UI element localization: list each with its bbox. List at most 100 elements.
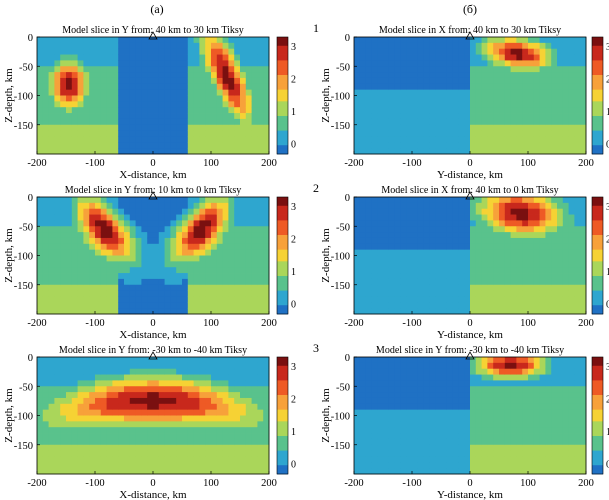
heatmap-cell [60, 249, 67, 256]
heatmap-cell [510, 273, 517, 280]
heatmap-cell [493, 290, 500, 297]
heatmap-cell [153, 278, 160, 286]
heatmap-cell [406, 255, 413, 262]
heatmap-cell [112, 380, 119, 387]
heatmap-cell [383, 357, 390, 364]
heatmap-cell [539, 142, 546, 149]
heatmap-cell [487, 284, 494, 291]
heatmap-cell [211, 118, 218, 126]
heatmap-cell [263, 249, 270, 256]
heatmap-cell [251, 409, 258, 416]
heatmap-cell [234, 308, 241, 315]
heatmap-cell [106, 243, 113, 251]
heatmap-cell [71, 368, 78, 375]
heatmap-cell [551, 267, 558, 274]
heatmap-cell [522, 462, 529, 469]
heatmap-cell [406, 392, 413, 399]
heatmap-cell [412, 380, 419, 387]
heatmap-cell [499, 267, 506, 274]
heatmap-cell [464, 48, 471, 55]
heatmap-cell [383, 308, 390, 315]
heatmap-cell [388, 456, 395, 463]
heatmap-cell [371, 368, 378, 375]
heatmap-cell [124, 202, 131, 210]
colorbar-cell [277, 60, 288, 64]
heatmap-cell [170, 89, 177, 96]
heatmap-cell [516, 113, 523, 120]
heatmap-cell [423, 77, 430, 85]
heatmap-cell [66, 208, 73, 215]
heatmap-cell [251, 148, 258, 155]
heatmap-cell [257, 278, 264, 286]
heatmap-cell [400, 444, 407, 451]
heatmap-cell [377, 66, 384, 73]
heatmap-cell [522, 214, 529, 221]
heatmap-cell [429, 136, 436, 143]
heatmap-cell [452, 357, 459, 364]
heatmap-cell [504, 72, 511, 79]
heatmap-cell [475, 368, 482, 375]
heatmap-cell [193, 397, 200, 405]
heatmap-cell [83, 72, 90, 79]
heatmap-cell [89, 136, 96, 143]
heatmap-cell [37, 148, 44, 155]
heatmap-cell [257, 386, 264, 393]
heatmap-cell [257, 54, 264, 61]
heatmap-cell [77, 60, 84, 67]
heatmap-cell [522, 403, 529, 411]
heatmap-cell [568, 113, 575, 120]
heatmap-cell [112, 290, 119, 297]
heatmap-cell [452, 66, 459, 73]
heatmap-cell [475, 89, 482, 96]
heatmap-cell [539, 113, 546, 120]
heatmap-cell [37, 409, 44, 416]
heatmap-cell [371, 89, 378, 96]
heatmap-cell [112, 368, 119, 375]
heatmap-cell [475, 136, 482, 143]
heatmap-cell [164, 136, 171, 143]
heatmap-cell [499, 72, 506, 79]
heatmap-cell [60, 148, 67, 155]
heatmap-cell [464, 107, 471, 114]
heatmap-cell [464, 142, 471, 149]
heatmap-cell [400, 142, 407, 149]
heatmap-cell [481, 136, 488, 143]
heatmap-cell [493, 197, 500, 204]
heatmap-cell [54, 37, 61, 44]
heatmap-cell [83, 220, 90, 227]
heatmap-cell [481, 197, 488, 204]
colorbar-cell [277, 357, 288, 361]
heatmap-cell [417, 380, 424, 387]
triangle-icon [465, 191, 475, 200]
heatmap-cell [394, 290, 401, 297]
heatmap-cell [441, 42, 448, 50]
heatmap-cell [417, 302, 424, 309]
heatmap-cell [580, 249, 587, 256]
heatmap-cell [182, 290, 189, 297]
heatmap-cell [245, 72, 252, 79]
heatmap-cell [522, 284, 529, 291]
colorbar-cell [277, 57, 288, 61]
heatmap-cell [568, 278, 575, 286]
heatmap-cell [199, 444, 206, 451]
heatmap-cell [66, 77, 73, 85]
heatmap-cell [528, 124, 535, 131]
heatmap-cell [487, 136, 494, 143]
heatmap-cell [551, 220, 558, 227]
heatmap-cell [205, 462, 212, 469]
heatmap-cell [528, 421, 535, 428]
heatmap-cell [371, 267, 378, 274]
heatmap-cell [228, 107, 235, 114]
heatmap-cell [112, 296, 119, 303]
heatmap-cell [499, 386, 506, 393]
heatmap-cell [499, 284, 506, 291]
heatmap-cell [112, 392, 119, 399]
heatmap-cell [388, 278, 395, 286]
heatmap-cell [54, 202, 61, 210]
heatmap-cell [83, 397, 90, 405]
heatmap-cell [412, 362, 419, 370]
heatmap-cell [153, 427, 160, 434]
heatmap-cell [124, 433, 131, 440]
heatmap-cell [516, 197, 523, 204]
heatmap-cell [54, 249, 61, 256]
